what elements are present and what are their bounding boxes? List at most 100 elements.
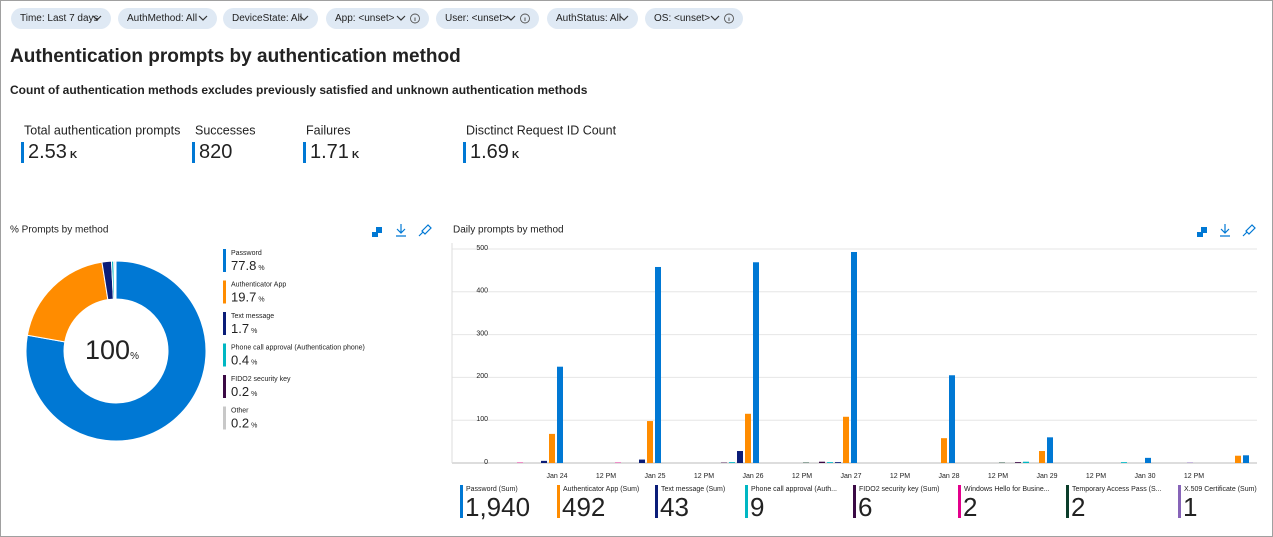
kpi-accent [303,142,306,163]
chevron-icon [396,15,406,21]
pin-icon[interactable] [1242,224,1256,237]
legend-label: Temporary Access Pass (S... [1072,486,1162,493]
legend-value: 19.7% [231,290,265,305]
chevron-icon [92,15,102,21]
kpi-value: 2.53 K [28,141,78,163]
x-tick-label: Jan 27 [840,473,861,480]
filter-pill[interactable]: Time: Last 7 days [11,8,111,29]
kpi-unit: K [352,150,360,161]
bar [745,413,751,463]
bar [819,461,825,463]
pie-title: % Prompts by method [10,225,108,236]
download-icon[interactable] [396,224,406,237]
page-title: Authentication prompts by authentication… [10,46,461,67]
legend-label: Phone call approval (Auth... [751,486,837,493]
center-number: 100 [85,335,130,365]
x-tick-label: 12 PM [1184,473,1204,480]
filter-pill[interactable]: OS: <unset> [645,8,743,29]
filter-label: OS: <unset> [654,13,710,24]
x-tick-label: 12 PM [890,473,910,480]
pill-bg [547,8,638,29]
legend-value: 0.4% [231,353,257,368]
x-tick-label: Jan 29 [1036,473,1057,480]
bar [541,460,547,463]
legend-label: Other [231,407,249,414]
y-tick-label: 0 [484,459,488,466]
legend-swatch [223,249,226,272]
legend-label: FIDO2 security key (Sum) [859,486,940,493]
legend-number: 0.4 [231,353,249,368]
share-icon[interactable] [372,227,382,237]
legend-total: 43 [660,492,689,522]
bar-title: Daily prompts by method [453,225,564,236]
x-tick-label: 12 PM [596,473,616,480]
legend-label: Windows Hello for Busine... [964,486,1050,493]
legend-label: Phone call approval (Authentication phon… [231,344,365,351]
legend-label: Text message (Sum) [661,486,725,493]
info-icon [410,13,420,24]
filter-pill[interactable]: AuthMethod: All [118,8,217,29]
download-icon[interactable] [1220,224,1230,237]
kpi-value: 1.71 K [310,141,360,163]
bar [827,462,833,463]
bar [729,462,735,463]
legend-number: 19.7 [231,290,256,305]
x-tick-label: Jan 25 [644,473,665,480]
legend-unit: % [251,422,257,429]
center-label: 100% [85,335,139,365]
legend-label: Password [231,250,262,257]
filter-pill[interactable]: AuthStatus: All [547,8,638,29]
kpi-label: Total authentication prompts [24,123,180,137]
y-tick-label: 200 [476,373,488,380]
filter-pill[interactable]: User: <unset> [436,8,539,29]
info-icon [724,13,734,24]
subtitle: Count of authentication methods excludes… [10,83,588,97]
filter-pill[interactable]: DeviceState: All [223,8,318,29]
kpi-label: Failures [306,123,350,137]
info-icon [520,13,530,24]
legend-total: 2 [1071,492,1085,522]
bar [655,266,661,463]
legend-label: FIDO2 security key [231,376,291,383]
legend-swatch [557,485,560,518]
bar [1121,462,1127,463]
kpi-number: 1.69 [470,141,509,163]
kpi-label: Successes [195,123,255,137]
share-icon[interactable] [1197,227,1207,237]
pie-slice [25,260,207,442]
kpi-number: 820 [199,141,232,163]
legend-swatch [460,485,463,518]
bar [1235,455,1241,463]
kpi-value: 1.69 K [470,141,520,163]
legend-swatch [958,485,961,518]
kpi-number: 1.71 [310,141,349,163]
legend-number: 77.8 [231,258,256,273]
legend-swatch [223,280,226,304]
filter-label: User: <unset> [445,13,508,24]
legend-total: 492 [562,492,605,522]
bar [639,459,645,463]
legend-swatch [1066,485,1069,518]
kpi-value: 820 [199,141,232,163]
legend-number: 1.7 [231,321,249,336]
legend-total: 1,940 [465,492,530,522]
bar [1243,455,1249,463]
filter-label: DeviceState: All [232,13,302,24]
legend-value: 1.7% [231,321,257,336]
chevron-icon [506,15,516,21]
bar [949,375,955,463]
filter-pill[interactable]: App: <unset> [326,8,429,29]
filter-label: AuthMethod: All [127,13,197,24]
filter-label: AuthStatus: All [556,13,621,24]
legend-label: X.509 Certificate (Sum) [1184,486,1257,493]
bar [549,433,555,463]
legend-swatch [223,343,226,367]
x-tick-label: Jan 30 [1134,473,1155,480]
kpi-unit: K [70,150,78,161]
pin-icon[interactable] [418,224,432,237]
bar [647,421,653,463]
kpi-number: 2.53 [28,141,67,163]
legend-label: Text message [231,313,274,320]
legend-swatch [745,485,748,518]
